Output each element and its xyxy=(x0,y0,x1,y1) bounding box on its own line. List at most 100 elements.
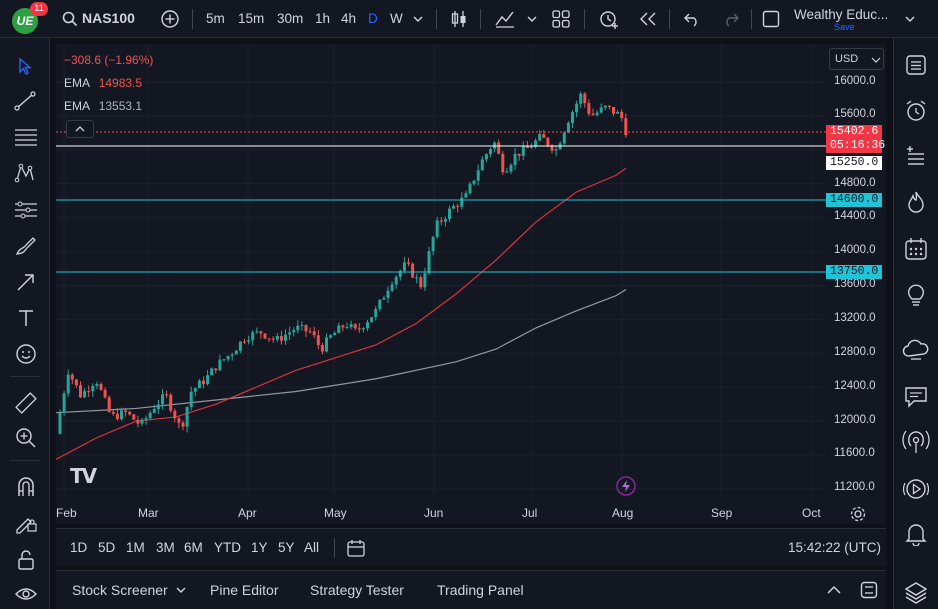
candle-body xyxy=(546,137,550,146)
layouts-icon[interactable] xyxy=(551,9,571,29)
hotlist-icon[interactable] xyxy=(905,190,927,214)
search-icon[interactable] xyxy=(62,11,78,27)
candle-body xyxy=(607,105,611,107)
fib-icon[interactable] xyxy=(14,127,38,147)
time-tick: Mar xyxy=(138,506,159,520)
layout-name[interactable]: Wealthy Educ... xyxy=(794,7,889,22)
cursor-icon[interactable] xyxy=(16,57,34,75)
magnet-icon[interactable] xyxy=(16,476,36,498)
candle-body xyxy=(530,146,533,148)
lightning-event-icon[interactable] xyxy=(616,476,636,496)
candle-body xyxy=(226,355,230,360)
tradingview-logo[interactable]: TV xyxy=(70,464,97,488)
price-chart[interactable] xyxy=(56,44,886,524)
emoji-icon[interactable] xyxy=(15,343,37,365)
range-5d[interactable]: 5D xyxy=(98,540,116,555)
chevron-down-icon[interactable] xyxy=(176,585,186,595)
streams-icon[interactable] xyxy=(902,429,930,455)
interval-1h[interactable]: 1h xyxy=(315,11,331,26)
ema-fast-legend[interactable]: EMA 14983.5 xyxy=(64,76,142,90)
candle-body xyxy=(333,332,337,336)
maximize-panel-icon[interactable] xyxy=(860,581,878,599)
play-icon[interactable] xyxy=(903,476,929,502)
tab-stock-screener[interactable]: Stock Screener xyxy=(72,582,168,598)
arrow-icon[interactable] xyxy=(15,271,37,293)
range-5y[interactable]: 5Y xyxy=(278,540,295,555)
candles-icon[interactable] xyxy=(449,9,469,29)
alarm-icon[interactable] xyxy=(904,99,928,123)
range-6m[interactable]: 6M xyxy=(184,540,203,555)
layers-icon[interactable] xyxy=(904,581,928,605)
save-label[interactable]: Save xyxy=(834,22,855,32)
chevron-up-icon[interactable] xyxy=(826,583,842,597)
range-3m[interactable]: 3M xyxy=(156,540,175,555)
candle-body xyxy=(243,341,246,343)
zoom-icon[interactable] xyxy=(15,427,37,449)
utc-clock[interactable]: 15:42:22 (UTC) xyxy=(788,540,882,555)
candle-body xyxy=(456,205,460,207)
text-icon[interactable] xyxy=(16,308,36,328)
candle-body xyxy=(341,325,345,328)
level-tag-13750: 13750.0 xyxy=(826,265,882,279)
ema-slow-legend[interactable]: EMA 13553.1 xyxy=(64,99,142,113)
range-all[interactable]: All xyxy=(304,540,320,555)
brush-icon[interactable] xyxy=(14,235,38,257)
candle-body xyxy=(329,335,333,338)
ema-slow-line xyxy=(56,288,627,414)
fullscreen-icon[interactable] xyxy=(762,10,780,28)
candle-body xyxy=(460,197,464,207)
range-ytd[interactable]: YTD xyxy=(214,540,241,555)
lock-icon[interactable] xyxy=(16,549,36,571)
chevron-down-icon[interactable] xyxy=(905,14,915,24)
ideas-icon[interactable] xyxy=(906,283,926,307)
pattern-icon[interactable] xyxy=(14,162,36,184)
candle-body xyxy=(517,153,521,156)
currency-select[interactable]: USD xyxy=(829,48,884,70)
range-1d[interactable]: 1D xyxy=(70,540,88,555)
candle-body xyxy=(128,411,132,415)
range-1y[interactable]: 1Y xyxy=(251,540,268,555)
indicators-icon[interactable] xyxy=(494,9,516,29)
chart-pane[interactable]: −308.6 (−1.96%) EMA 14983.5 EMA 13553.1 … xyxy=(56,44,886,524)
eye-icon[interactable] xyxy=(14,585,38,603)
time-tick: May xyxy=(324,506,347,520)
interval-15m[interactable]: 15m xyxy=(238,11,265,26)
add-symbol-icon[interactable] xyxy=(160,9,180,29)
date-range-icon[interactable] xyxy=(346,538,366,558)
alert-icon[interactable] xyxy=(598,8,620,30)
chevron-down-icon[interactable] xyxy=(527,14,537,24)
candle-body xyxy=(566,122,570,133)
interval-w[interactable]: W xyxy=(390,11,403,26)
gear-icon[interactable] xyxy=(850,506,866,522)
replay-icon[interactable] xyxy=(638,10,658,28)
time-tick: Jul xyxy=(522,506,538,520)
symbol-search[interactable]: NAS100 xyxy=(82,10,135,26)
ruler-icon[interactable] xyxy=(14,391,38,415)
tab-strategy-tester[interactable]: Strategy Tester xyxy=(310,582,404,598)
redo-icon[interactable] xyxy=(722,10,740,28)
interval-5m[interactable]: 5m xyxy=(206,11,225,26)
add-list-icon[interactable] xyxy=(904,145,928,167)
candle-body xyxy=(308,331,312,333)
candle-body xyxy=(562,132,566,144)
calendar-icon[interactable] xyxy=(904,237,928,261)
candle-body xyxy=(489,148,492,155)
lock-draw-icon[interactable] xyxy=(14,512,38,534)
undo-icon[interactable] xyxy=(683,10,701,28)
tab-trading-panel[interactable]: Trading Panel xyxy=(437,582,524,598)
chat-cloud-icon[interactable] xyxy=(902,338,930,362)
candle-body xyxy=(443,219,447,222)
chevron-down-icon[interactable] xyxy=(413,14,423,24)
interval-30m[interactable]: 30m xyxy=(277,11,304,26)
measure-icon[interactable] xyxy=(14,200,38,220)
chat-icon[interactable] xyxy=(904,385,928,409)
watchlist-icon[interactable] xyxy=(905,54,927,76)
interval-4h[interactable]: 4h xyxy=(341,11,357,26)
tab-pine-editor[interactable]: Pine Editor xyxy=(210,582,279,598)
range-1m[interactable]: 1M xyxy=(126,540,145,555)
trendline-icon[interactable] xyxy=(14,91,36,111)
bell-icon[interactable] xyxy=(905,522,927,546)
candle-body xyxy=(271,338,275,340)
collapse-legend-button[interactable] xyxy=(66,120,94,138)
interval-d[interactable]: D xyxy=(368,11,378,26)
